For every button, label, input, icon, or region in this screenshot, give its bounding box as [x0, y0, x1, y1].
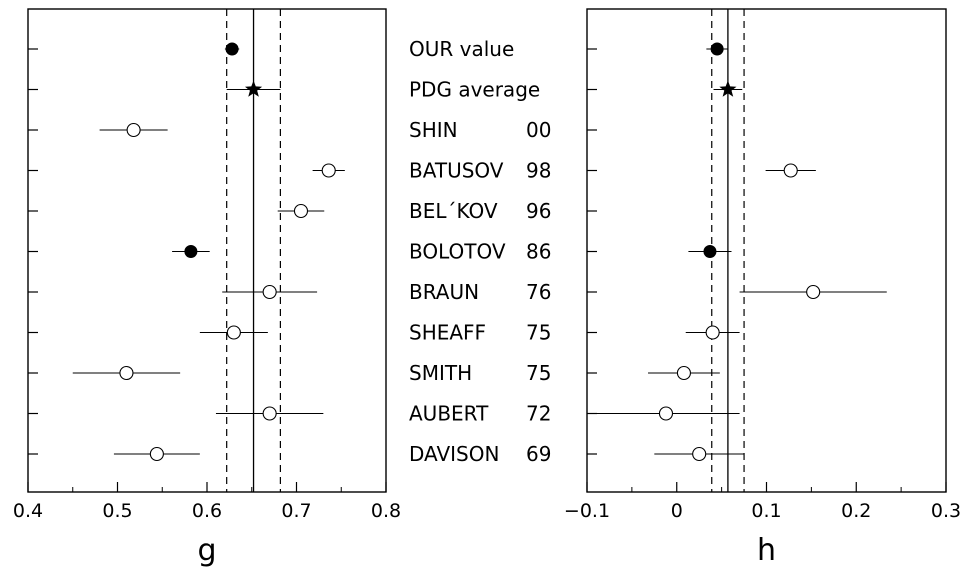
- panel1-point-open: [806, 284, 821, 300]
- panel0-x-tick-label: 0.4: [13, 500, 43, 522]
- panel1-point-open: [705, 325, 720, 340]
- panel0-point-open: [119, 365, 134, 381]
- row-label-name: AUBERT: [409, 402, 489, 426]
- row-label-name: SHIN: [409, 118, 458, 142]
- row-label-year: 76: [526, 280, 551, 304]
- row-label-year: 86: [526, 240, 551, 264]
- panel0-point-open: [149, 446, 164, 462]
- h-panel: −0.1 0 0.1 0.2 0.3 h: [564, 8, 961, 568]
- row-label-year: 72: [526, 402, 551, 426]
- panel0-point-open: [293, 203, 309, 219]
- panel0-x-tick-label: 0.5: [102, 500, 132, 522]
- panel0-point-open: [126, 122, 141, 138]
- row-label-year: 75: [526, 361, 551, 385]
- panel0-frame: [27, 8, 387, 493]
- g-panel: 0.4 0.5 0.6 0.7 0.8 g: [13, 8, 401, 568]
- row-label-name: BOLOTOV: [409, 240, 506, 264]
- panel1-point-star: [719, 80, 737, 97]
- row-labels: OUR value PDG average SHIN 00 BATUSOV 98 BEL´K…: [409, 37, 551, 466]
- panel0-point-open: [321, 163, 336, 178]
- panel1-axis-label: h: [757, 533, 776, 568]
- row-label-year: 98: [526, 159, 551, 183]
- panel1-point-filled: [703, 245, 717, 258]
- row-label-year: 69: [526, 442, 551, 466]
- panel0-x-tick-label: 0.6: [192, 500, 222, 522]
- panel0-axis-label: g: [197, 533, 216, 568]
- row-label-year: 75: [526, 321, 551, 345]
- panel1-point-open: [692, 446, 707, 462]
- panel0-point-star: [244, 80, 263, 97]
- panel1-point-open: [676, 365, 691, 381]
- panel0-point-filled: [184, 245, 198, 258]
- row-label-name: SHEAFF: [409, 321, 486, 345]
- row-label-name: OUR value: [409, 37, 514, 61]
- panel1-x-tick-label: 0.1: [751, 500, 781, 522]
- panel0-point-open: [262, 406, 277, 421]
- panel1-x-tick-label: 0: [671, 500, 683, 522]
- panel1-point-open: [658, 406, 674, 421]
- panel0-x-tick-label: 0.8: [371, 500, 401, 522]
- panel0-point-open: [262, 284, 277, 300]
- row-label-year: 96: [526, 199, 551, 223]
- panel0-point-filled: [225, 42, 239, 56]
- row-label-name: BATUSOV: [409, 159, 504, 183]
- row-label-name: BRAUN: [409, 280, 479, 304]
- panel0-x-tick-label: 0.7: [281, 500, 311, 522]
- panel1-x-tick-label: −0.1: [564, 500, 610, 522]
- panel1-x-tick-label: 0.2: [841, 500, 871, 522]
- panel1-x-tick-label: 0.3: [931, 500, 961, 522]
- row-label-name: DAVISON: [409, 442, 499, 466]
- row-label-name: BEL´KOV: [409, 199, 498, 223]
- panel0-point-open: [226, 325, 241, 340]
- row-label-name: SMITH: [409, 361, 472, 385]
- panel1-point-filled: [710, 42, 724, 56]
- panel1-point-open: [783, 163, 798, 178]
- panel1-frame: [586, 8, 947, 493]
- row-label-name: PDG average: [409, 78, 540, 102]
- row-label-year: 00: [526, 118, 551, 142]
